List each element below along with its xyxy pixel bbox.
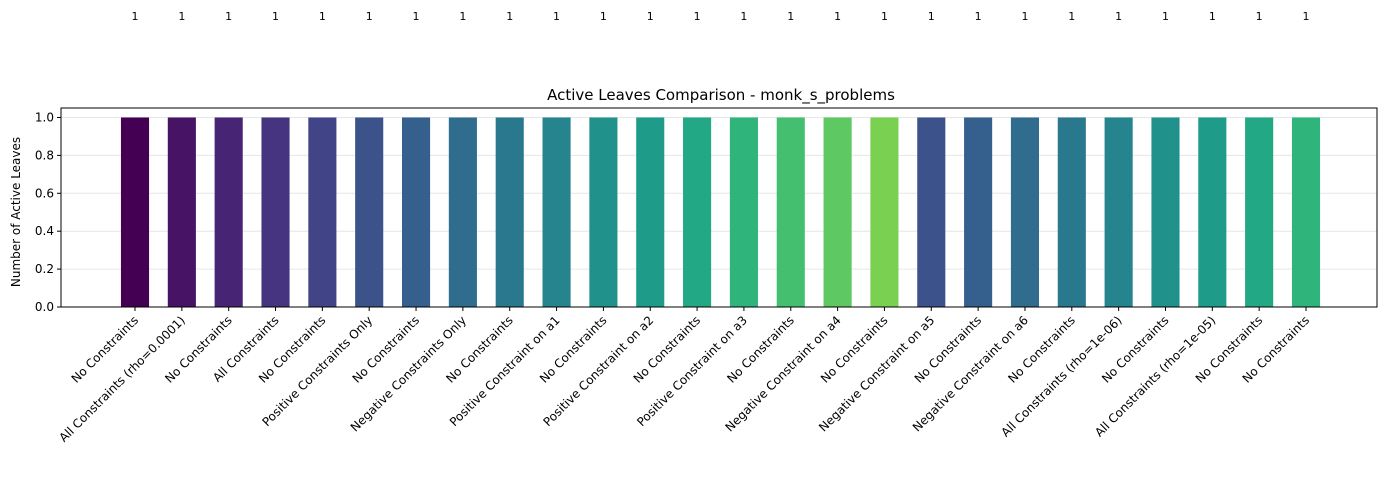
bar (448, 117, 477, 307)
bar-value-label: 1 (787, 10, 794, 23)
bar-value-label: 1 (600, 10, 607, 23)
bar (729, 117, 758, 307)
y-tick-label: 0.6 (35, 186, 54, 200)
bar (308, 117, 337, 307)
bar-value-label: 1 (553, 10, 560, 23)
bar-value-label: 1 (881, 10, 888, 23)
bar-value-label: 1 (366, 10, 373, 23)
bar-value-label: 1 (1068, 10, 1075, 23)
bar (589, 117, 618, 307)
bar-value-label: 1 (319, 10, 326, 23)
bar-value-label: 1 (225, 10, 232, 23)
bar-value-label: 1 (834, 10, 841, 23)
bar (636, 117, 665, 307)
y-tick-label: 0.0 (35, 300, 54, 314)
bar (1198, 117, 1227, 307)
bar (542, 117, 571, 307)
bar-value-label: 1 (694, 10, 701, 23)
bar (823, 117, 852, 307)
bar-value-label: 1 (1021, 10, 1028, 23)
bar (355, 117, 384, 307)
bar-value-label: 1 (132, 10, 139, 23)
bar-value-label: 1 (413, 10, 420, 23)
value-labels: 1 1 1 1 1 1 1 1 1 1 1 1 1 1 1 1 1 1 1 1 1 1 1 1 1 1 (132, 10, 1310, 23)
bar-value-label: 1 (1162, 10, 1169, 23)
bar-value-label: 1 (647, 10, 654, 23)
y-tick-label: 0.4 (35, 224, 54, 238)
bar (401, 117, 431, 307)
bar (776, 117, 805, 307)
bar (261, 117, 290, 307)
bar-value-label: 1 (459, 10, 466, 23)
bar-value-label: 1 (178, 10, 185, 23)
bar-value-label: 1 (272, 10, 279, 23)
gridlines (61, 116, 1377, 308)
bar (964, 117, 993, 307)
y-tick-label: 0.2 (35, 262, 54, 276)
bar-value-label: 1 (1256, 10, 1263, 23)
bar (917, 117, 946, 307)
bar (1010, 117, 1040, 307)
bar-value-label: 1 (975, 10, 982, 23)
bars (120, 117, 1321, 307)
bar (1245, 117, 1274, 307)
bar (1057, 117, 1086, 307)
plot-frame (60, 107, 1378, 308)
bar (1104, 117, 1133, 307)
bar-value-label: 1 (1303, 10, 1310, 23)
y-tick-label: 0.8 (35, 148, 54, 162)
bar-value-label: 1 (506, 10, 513, 23)
bar (495, 117, 524, 307)
bar-value-label: 1 (1115, 10, 1122, 23)
bar-value-label: 1 (740, 10, 747, 23)
y-axis-ticks: 0.0 0.2 0.4 0.6 0.8 1.0 (35, 110, 61, 314)
bar (167, 117, 196, 307)
bar (214, 117, 243, 307)
bar (870, 117, 899, 307)
bar (1291, 117, 1321, 307)
bar-value-label: 1 (1209, 10, 1216, 23)
y-tick-label: 1.0 (35, 110, 54, 124)
bar (120, 117, 150, 307)
y-axis-label: Number of Active Leaves (9, 137, 23, 287)
bar (1151, 117, 1180, 307)
chart-title: Active Leaves Comparison - monk_s_proble… (547, 86, 895, 105)
bar-value-label: 1 (928, 10, 935, 23)
bar (683, 117, 712, 307)
